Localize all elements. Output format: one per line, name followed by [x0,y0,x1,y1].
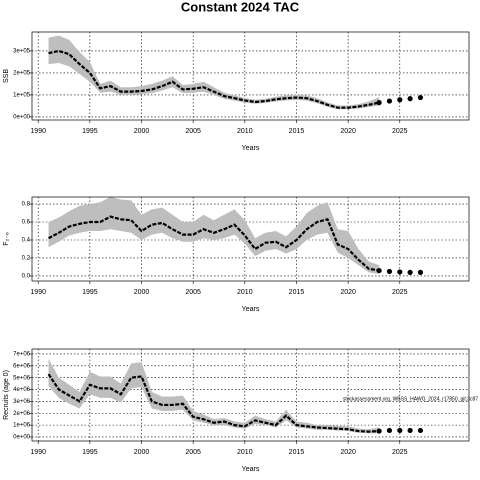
plot-frame [31,196,470,282]
y-tick-label: 6e+06 [13,363,31,369]
projection-point [386,268,393,275]
projection-point [397,269,403,275]
x-tick-label: 2000 [134,449,150,456]
x-tick-label: 2015 [289,449,305,456]
x-tick-label: 2025 [392,449,408,456]
x-tick-label: 2010 [237,449,253,456]
x-tick-label: 2010 [237,289,253,296]
plot-frame [31,31,470,121]
projection-point [417,269,424,275]
x-tick-label: 2000 [134,128,150,135]
projection-point [417,94,424,101]
confidence-band [48,196,380,275]
plot-frame [31,348,470,442]
x-tick-label: 2005 [185,449,201,456]
projection-point [376,100,382,106]
estimate-line [47,373,380,433]
estimate-line [48,215,380,272]
x-tick-label: 2025 [392,289,408,296]
x-tick-label: 1995 [82,289,98,296]
projection-point [407,427,413,434]
x-tick-label: 1995 [82,449,98,456]
y-tick-label: 0e+00 [13,114,31,120]
x-tick-label: 2015 [289,128,305,135]
projection-point [397,427,403,434]
x-tick-label: 2000 [134,289,150,296]
estimate-line [48,49,380,109]
y-axis-label: F₂₋₆ [3,232,10,246]
y-tick-label: 1e+06 [13,423,31,429]
x-axis-label: Years [242,466,260,473]
y-tick-label: 2e+06 [13,411,31,417]
projection-point [417,427,424,434]
x-axis-label: Years [242,145,260,152]
x-tick-label: 2005 [185,128,201,135]
x-axis-label: Years [242,306,260,313]
chart-title: Constant 2024 TAC [181,0,300,14]
y-tick-label: 5e+06 [13,375,31,381]
y-tick-label: 7e+06 [13,352,31,358]
y-tick-label: 2e+05 [13,70,31,76]
projection-point [386,98,393,104]
projection-point [407,269,413,275]
y-tick-label: 3e+05 [13,48,31,54]
x-tick-label: 2025 [392,128,408,135]
y-axis-label: Recruits (age 0) [3,370,10,420]
projection-point [407,96,413,102]
confidence-band [48,358,380,434]
x-tick-label: 1995 [82,128,98,135]
projection-point [376,267,382,274]
annotation: stockassessment.org, WBSS_HAWG_2024, r17… [343,396,478,402]
x-tick-label: 1990 [30,128,46,135]
y-tick-label: 0.8 [22,202,31,208]
y-tick-label: 1e+05 [13,92,31,98]
projection-point [376,428,382,434]
x-tick-label: 2010 [237,128,253,135]
y-tick-label: 0.4 [22,238,31,244]
x-tick-label: 2005 [185,289,201,296]
y-tick-label: 0.6 [22,220,31,226]
projection-point [397,97,403,103]
confidence-band [48,35,380,110]
x-tick-label: 2020 [340,128,356,135]
x-tick-label: 1990 [30,449,46,456]
projection-point [386,427,393,434]
x-tick-label: 2020 [340,449,356,456]
x-tick-label: 2020 [340,289,356,296]
x-tick-label: 1990 [30,289,46,296]
y-tick-label: 3e+06 [13,399,31,405]
y-tick-label: 4e+06 [13,387,31,393]
y-tick-label: 0e+00 [13,435,31,441]
y-tick-label: 0.0 [22,274,31,280]
y-tick-label: 0.2 [22,256,31,262]
y-axis-label: SSB [3,69,10,83]
x-tick-label: 2015 [289,289,305,296]
